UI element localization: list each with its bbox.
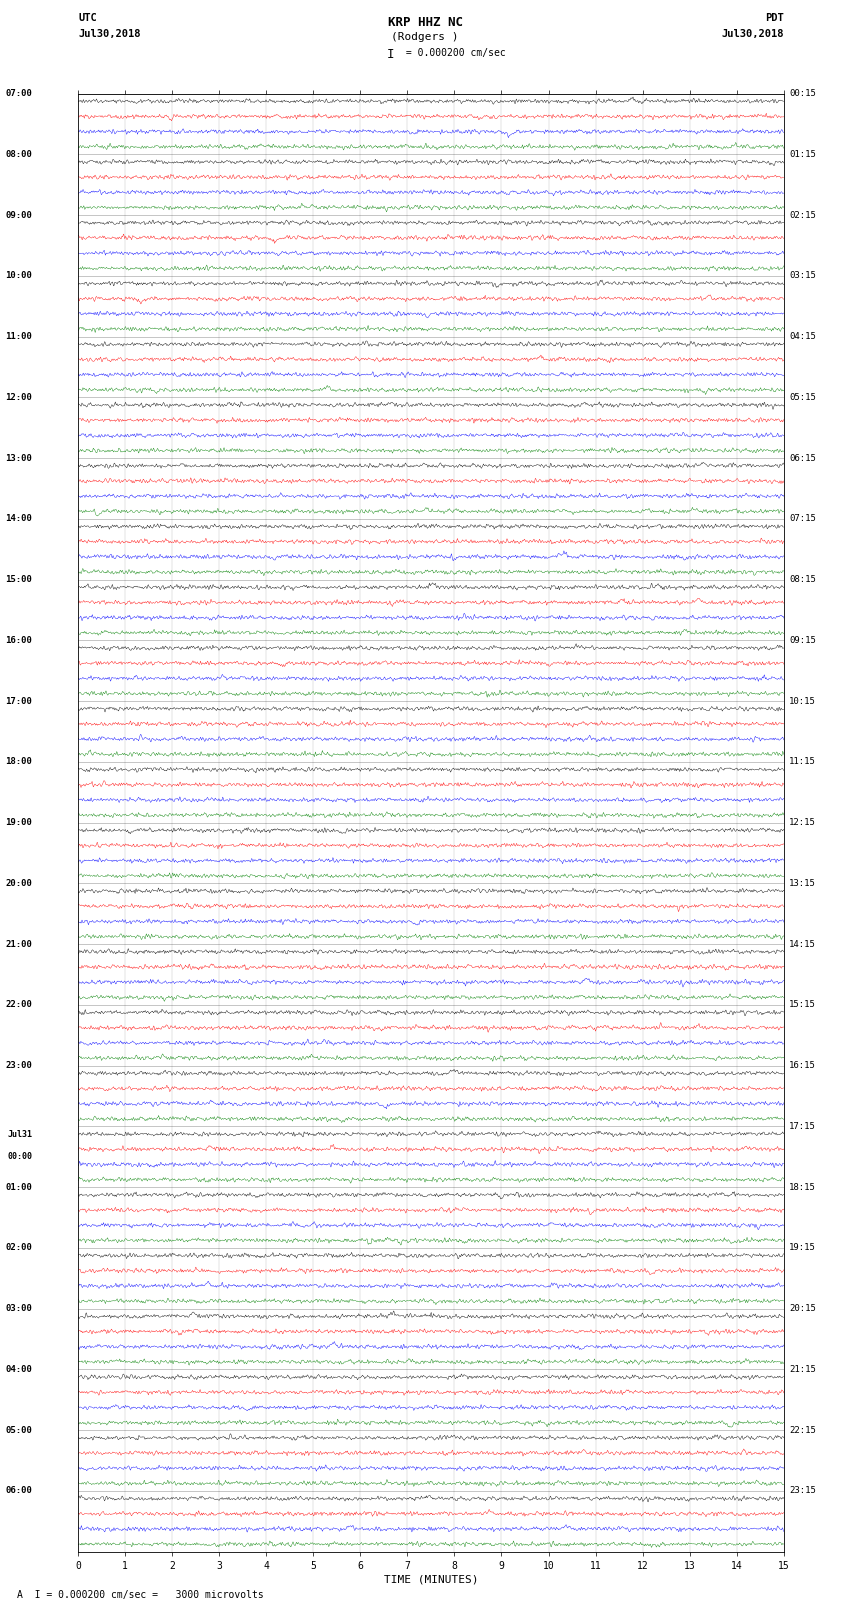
Text: 05:00: 05:00 — [5, 1426, 32, 1434]
Text: 23:15: 23:15 — [790, 1487, 816, 1495]
Text: 17:00: 17:00 — [5, 697, 32, 705]
Text: Jul31: Jul31 — [8, 1129, 32, 1139]
Text: 18:15: 18:15 — [790, 1182, 816, 1192]
Text: 04:15: 04:15 — [790, 332, 816, 340]
Text: 22:00: 22:00 — [5, 1000, 32, 1010]
Text: 15:15: 15:15 — [790, 1000, 816, 1010]
Text: 11:15: 11:15 — [790, 758, 816, 766]
Text: 16:15: 16:15 — [790, 1061, 816, 1069]
Text: 20:00: 20:00 — [5, 879, 32, 887]
Text: 08:15: 08:15 — [790, 576, 816, 584]
Text: 17:15: 17:15 — [790, 1123, 816, 1131]
Text: 15:00: 15:00 — [5, 576, 32, 584]
Text: KRP HHZ NC: KRP HHZ NC — [388, 16, 462, 29]
Text: 13:15: 13:15 — [790, 879, 816, 887]
Text: 01:00: 01:00 — [5, 1182, 32, 1192]
Text: 11:00: 11:00 — [5, 332, 32, 340]
Text: PDT: PDT — [765, 13, 784, 23]
Text: A  I = 0.000200 cm/sec =   3000 microvolts: A I = 0.000200 cm/sec = 3000 microvolts — [17, 1590, 264, 1600]
Text: 09:15: 09:15 — [790, 636, 816, 645]
Text: 21:15: 21:15 — [790, 1365, 816, 1374]
Text: 14:15: 14:15 — [790, 940, 816, 948]
Text: 22:15: 22:15 — [790, 1426, 816, 1434]
Text: 08:00: 08:00 — [5, 150, 32, 158]
Text: 03:15: 03:15 — [790, 271, 816, 281]
Text: 20:15: 20:15 — [790, 1305, 816, 1313]
Text: Jul30,2018: Jul30,2018 — [78, 29, 141, 39]
Text: 00:00: 00:00 — [8, 1152, 32, 1161]
Text: 00:15: 00:15 — [790, 89, 816, 98]
Text: 10:15: 10:15 — [790, 697, 816, 705]
Text: 09:00: 09:00 — [5, 211, 32, 219]
Text: 06:00: 06:00 — [5, 1487, 32, 1495]
Text: 19:15: 19:15 — [790, 1244, 816, 1252]
Text: Jul30,2018: Jul30,2018 — [721, 29, 784, 39]
X-axis label: TIME (MINUTES): TIME (MINUTES) — [383, 1574, 479, 1586]
Text: 19:00: 19:00 — [5, 818, 32, 827]
Text: 13:00: 13:00 — [5, 453, 32, 463]
Text: 01:15: 01:15 — [790, 150, 816, 158]
Text: UTC: UTC — [78, 13, 97, 23]
Text: 18:00: 18:00 — [5, 758, 32, 766]
Text: 07:00: 07:00 — [5, 89, 32, 98]
Text: 14:00: 14:00 — [5, 515, 32, 523]
Text: I: I — [388, 48, 394, 61]
Text: 12:00: 12:00 — [5, 394, 32, 402]
Text: 07:15: 07:15 — [790, 515, 816, 523]
Text: 23:00: 23:00 — [5, 1061, 32, 1069]
Text: 06:15: 06:15 — [790, 453, 816, 463]
Text: 02:15: 02:15 — [790, 211, 816, 219]
Text: 03:00: 03:00 — [5, 1305, 32, 1313]
Text: 21:00: 21:00 — [5, 940, 32, 948]
Text: 16:00: 16:00 — [5, 636, 32, 645]
Text: 05:15: 05:15 — [790, 394, 816, 402]
Text: 02:00: 02:00 — [5, 1244, 32, 1252]
Text: = 0.000200 cm/sec: = 0.000200 cm/sec — [400, 48, 505, 58]
Text: (Rodgers ): (Rodgers ) — [391, 32, 459, 42]
Text: 10:00: 10:00 — [5, 271, 32, 281]
Text: 04:00: 04:00 — [5, 1365, 32, 1374]
Text: 12:15: 12:15 — [790, 818, 816, 827]
